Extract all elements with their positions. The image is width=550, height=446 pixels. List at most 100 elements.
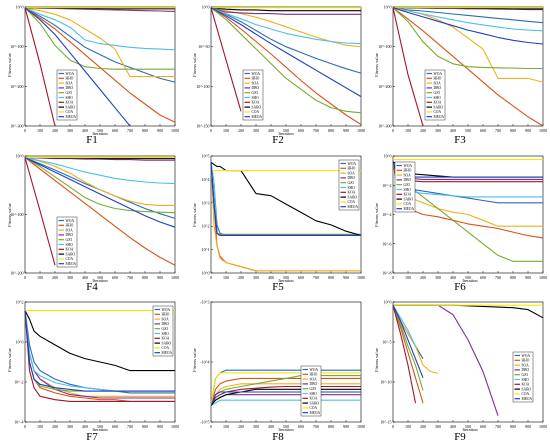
y-tick-label: 10^-100: [378, 44, 391, 49]
x-tick-label: 600: [480, 424, 486, 429]
series-line-soa: [210, 383, 361, 406]
x-tick-label: 900: [343, 128, 349, 133]
x-tick-label: 400: [450, 128, 456, 133]
x-tick-label: 500: [97, 275, 103, 280]
x-tick-label: 300: [67, 424, 73, 429]
x-tick-label: 500: [283, 424, 289, 429]
series-line-hho: [210, 7, 362, 125]
y-tick-label: 10^0: [384, 5, 392, 10]
y-tick-label: 10^-300: [378, 124, 391, 129]
x-tick-label: 700: [495, 128, 501, 133]
x-tick-label: 600: [480, 128, 486, 133]
legend-label-gjo: GJO: [348, 181, 355, 185]
legend-label-sho: SHO: [348, 186, 356, 190]
legend-label-dbo: DBO: [404, 178, 412, 182]
legend-label-koa: KOA: [434, 101, 442, 105]
series-line-sabo: [210, 388, 361, 406]
series-line-sabo: [393, 304, 544, 319]
legend-label-coa: COA: [348, 200, 356, 204]
legend-label-coa: COA: [434, 110, 442, 114]
x-tick-label: 900: [525, 128, 531, 133]
x-tick-label: 800: [328, 424, 334, 429]
chart-f1: 0 100 200 300 400 500 600 700 800 900 1000 10^0 10^-…: [10, 5, 179, 134]
chart-f7: 0 100 200 300 400 500 600 700 800 900 1000 10^2 10^0…: [14, 300, 179, 430]
x-tick-label: 200: [52, 275, 58, 280]
x-tick-label: 300: [435, 424, 441, 429]
x-tick-label: 1000: [539, 424, 547, 429]
plot-frame-f1: [24, 6, 176, 127]
panel-label-f6: F6: [454, 281, 466, 293]
legend-label-sabo: SABO: [252, 105, 262, 109]
legend-label-sabo: SABO: [348, 195, 358, 199]
x-tick-label: 500: [283, 275, 289, 280]
panel-ylabel-f1: Fitness value: [7, 53, 12, 77]
panel-xlabel-f4: Iteration: [92, 278, 108, 283]
panel-ylabel-f4: Fitness value: [7, 203, 12, 227]
series-line-sabo: [24, 310, 175, 372]
x-tick-label: 700: [495, 424, 501, 429]
x-tick-label: 900: [343, 424, 349, 429]
x-tick-label: 800: [142, 128, 148, 133]
x-tick-label: 100: [223, 275, 229, 280]
x-tick-label: 900: [343, 275, 349, 280]
series-line-woa: [24, 7, 176, 83]
y-tick-label: -10^5: [200, 420, 209, 425]
series-line-soa: [210, 162, 361, 272]
panel-ylabel-f2: Fitness value: [192, 53, 197, 77]
legend-label-soa: SOA: [66, 228, 74, 232]
series-line-sho: [392, 304, 416, 347]
plot-frame-f8: [210, 301, 362, 423]
x-tick-label: 0: [24, 424, 26, 429]
legend-label-sho: SHO: [434, 96, 442, 100]
x-tick-label: 700: [313, 128, 319, 133]
panel-label-f1: F1: [86, 134, 98, 146]
legend-label-gjo: GJO: [66, 238, 73, 242]
legend-label-sabo: SABO: [66, 252, 76, 256]
x-tick-label: 500: [283, 128, 289, 133]
legend-label-dbo: DBO: [66, 86, 74, 90]
x-tick-label: 1000: [171, 128, 179, 133]
x-tick-label: 500: [465, 275, 471, 280]
legend-label-dbo: DBO: [522, 368, 530, 372]
panel-xlabel-f7: Iteration: [92, 427, 108, 432]
series-line-hho: [392, 305, 424, 404]
x-tick-label: 800: [510, 275, 516, 280]
series-line-soa: [392, 161, 543, 227]
series-line-soa: [392, 7, 544, 83]
x-tick-label: 700: [313, 275, 319, 280]
x-tick-label: 100: [223, 424, 229, 429]
x-tick-label: 100: [405, 275, 411, 280]
legend-label-dbo: DBO: [348, 176, 356, 180]
y-tick-label: 10^3: [202, 200, 210, 205]
y-tick-label: 10^0: [202, 5, 210, 10]
legend-label-woa: WOA: [66, 219, 75, 223]
series-line-gjo: [210, 7, 362, 114]
series-line-gjo: [392, 304, 424, 391]
x-tick-label: 100: [405, 128, 411, 133]
legend-label-sabo: SABO: [66, 105, 76, 109]
legend-label-sho: SHO: [404, 188, 412, 192]
x-tick-label: 500: [97, 128, 103, 133]
series-line-sho: [210, 162, 361, 236]
x-tick-label: 900: [157, 275, 163, 280]
legend-label-hho: HHO: [252, 77, 260, 81]
x-tick-label: 400: [450, 275, 456, 280]
legend-label-meoa: MEOA: [404, 207, 415, 211]
x-tick-label: 0: [210, 128, 212, 133]
legend-label-coa: COA: [404, 202, 412, 206]
y-tick-label: 10^2: [16, 300, 24, 305]
x-tick-label: 500: [465, 128, 471, 133]
x-tick-label: 800: [328, 128, 334, 133]
legend-label-gjo: GJO: [522, 373, 529, 377]
x-tick-label: 900: [157, 128, 163, 133]
x-tick-label: 700: [495, 275, 501, 280]
legend-label-gjo: GJO: [162, 327, 169, 331]
panel-label-f4: F4: [86, 281, 98, 293]
series-line-meoa: [24, 310, 175, 392]
series-line-sho: [24, 310, 175, 392]
series-line-gjo: [24, 7, 175, 70]
legend-label-sho: SHO: [66, 243, 74, 247]
series-line-hho: [210, 377, 361, 406]
legend-label-hho: HHO: [162, 313, 170, 317]
